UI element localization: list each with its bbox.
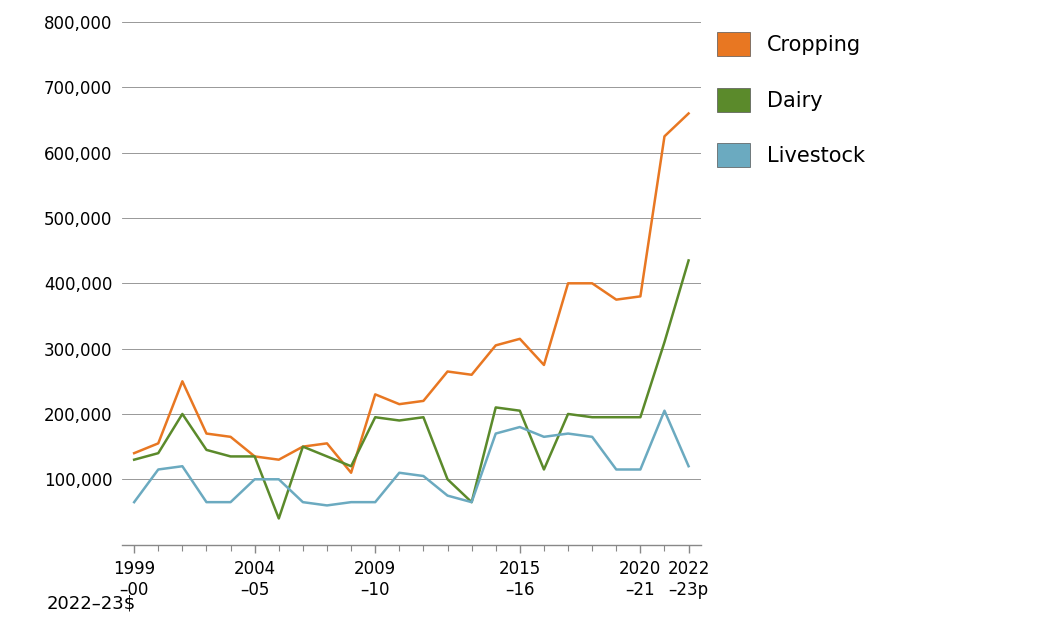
Text: 2022–23$: 2022–23$ <box>47 595 136 612</box>
Legend: Cropping, Dairy, Livestock: Cropping, Dairy, Livestock <box>716 32 865 167</box>
